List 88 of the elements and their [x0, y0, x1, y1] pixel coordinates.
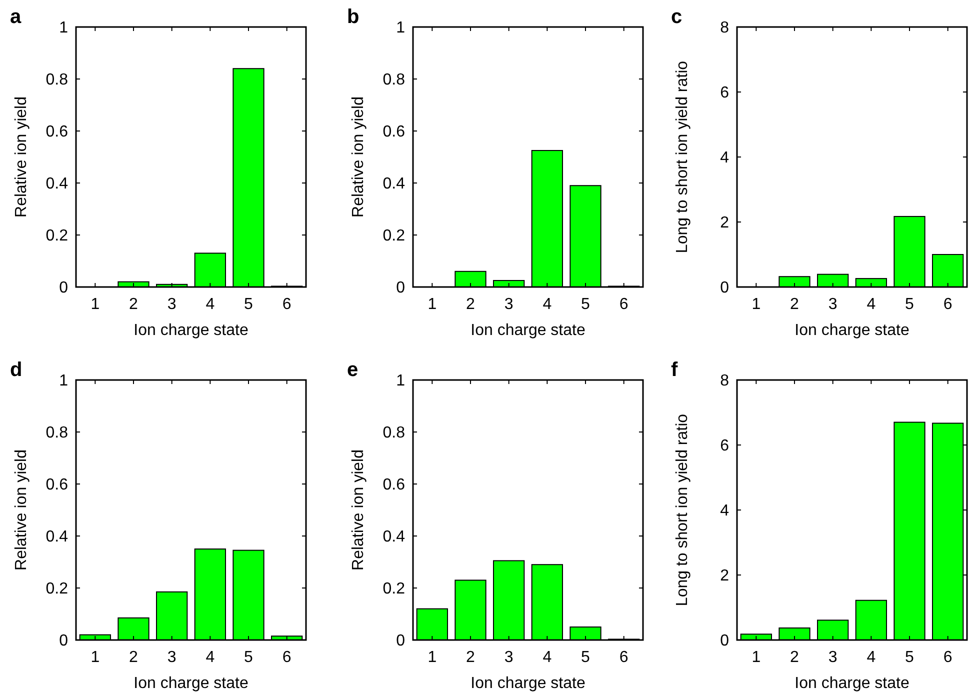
chart-title: f [671, 359, 678, 381]
y-tick-label: 0.2 [46, 580, 68, 598]
x-tick-label: 5 [905, 649, 914, 666]
x-tick-label: 3 [167, 296, 176, 313]
y-tick-label: 1 [396, 372, 406, 390]
x-tick-label: 4 [542, 296, 552, 313]
y-tick-label: 0.6 [382, 124, 406, 141]
x-tick-label: 4 [206, 649, 215, 666]
y-tick-label: 8 [720, 372, 730, 390]
x-tick-label: 5 [905, 296, 914, 313]
y-tick-label: 0.2 [382, 228, 406, 245]
x-tick-label: 3 [828, 649, 838, 666]
chart-title: d [10, 359, 22, 381]
x-axis-title: Ion charge state [470, 322, 586, 339]
x-axis-title: Ion charge state [134, 322, 248, 339]
x-tick-label: 1 [752, 296, 761, 313]
y-tick-label: 0.6 [382, 476, 406, 494]
y-tick-label: 0.4 [382, 176, 406, 193]
x-tick-label: 1 [428, 296, 437, 313]
x-tick-label: 1 [90, 649, 100, 666]
y-axis-title: Relative ion yield [350, 450, 367, 570]
x-tick-label: 6 [619, 649, 628, 666]
y-tick-label: 0 [720, 280, 730, 297]
chart-title: a [10, 6, 22, 28]
y-tick-label: 1 [59, 20, 68, 37]
x-tick-label: 6 [282, 296, 292, 313]
y-tick-label: 0.8 [382, 72, 406, 89]
y-tick-label: 0 [59, 632, 68, 650]
y-tick-label: 6 [720, 438, 730, 455]
y-tick-label: 0 [396, 280, 406, 297]
y-tick-label: 4 [720, 150, 730, 167]
y-tick-label: 0.2 [382, 580, 406, 598]
x-tick-label: 2 [466, 649, 476, 666]
x-tick-label: 4 [542, 649, 552, 666]
y-axis-title: Long to short ion yield ratio [674, 60, 691, 254]
y-tick-label: 0.4 [46, 176, 68, 193]
x-tick-label: 1 [752, 649, 761, 666]
x-tick-label: 2 [790, 296, 800, 313]
x-tick-label: 4 [866, 649, 876, 666]
x-tick-label: 5 [244, 296, 254, 313]
y-tick-label: 0 [720, 632, 730, 650]
x-tick-label: 6 [619, 296, 628, 313]
x-tick-label: 2 [466, 296, 476, 313]
y-tick-label: 1 [396, 20, 406, 37]
x-tick-label: 6 [943, 296, 952, 313]
x-tick-label: 5 [244, 649, 254, 666]
x-tick-label: 5 [581, 649, 590, 666]
y-axis-title: Relative ion yield [13, 450, 30, 570]
y-tick-label: 1 [59, 372, 68, 390]
y-tick-label: 4 [720, 502, 730, 520]
x-tick-label: 5 [581, 296, 590, 313]
y-axis-title: Relative ion yield [13, 96, 30, 218]
x-tick-label: 4 [206, 296, 215, 313]
y-tick-label: 0.6 [46, 476, 68, 494]
y-tick-label: 0.4 [46, 528, 68, 546]
x-tick-label: 4 [866, 296, 876, 313]
x-tick-label: 6 [282, 649, 292, 666]
y-tick-label: 2 [720, 568, 730, 585]
y-tick-label: 6 [720, 84, 730, 102]
y-tick-label: 0.8 [382, 424, 406, 442]
chart-title: b [347, 6, 360, 28]
y-tick-label: 0 [396, 632, 406, 650]
x-tick-label: 2 [129, 296, 138, 313]
x-axis-title: Ion charge state [134, 675, 248, 692]
y-tick-label: 0 [59, 280, 68, 297]
x-axis-title: Ion charge state [794, 675, 910, 692]
x-tick-label: 1 [428, 649, 437, 666]
x-tick-label: 3 [167, 649, 176, 666]
x-tick-label: 2 [129, 649, 138, 666]
x-tick-label: 3 [504, 649, 514, 666]
x-tick-label: 6 [943, 649, 952, 666]
y-axis-title: Relative ion yield [350, 96, 367, 218]
y-tick-label: 8 [720, 20, 730, 37]
chart-title: c [671, 6, 682, 28]
y-tick-label: 2 [720, 214, 730, 232]
y-tick-label: 0.6 [46, 124, 68, 141]
y-tick-label: 0.8 [46, 72, 68, 89]
y-axis-title: Long to short ion yield ratio [674, 414, 691, 606]
x-tick-label: 3 [828, 296, 838, 313]
chart-title: e [347, 359, 358, 381]
y-tick-label: 0.2 [46, 228, 68, 245]
x-tick-label: 2 [790, 649, 800, 666]
y-tick-label: 0.8 [46, 424, 68, 442]
x-axis-title: Ion charge state [794, 322, 910, 339]
x-tick-label: 1 [90, 296, 100, 313]
x-tick-label: 3 [504, 296, 514, 313]
x-axis-title: Ion charge state [470, 675, 586, 692]
y-tick-label: 0.4 [382, 528, 406, 546]
